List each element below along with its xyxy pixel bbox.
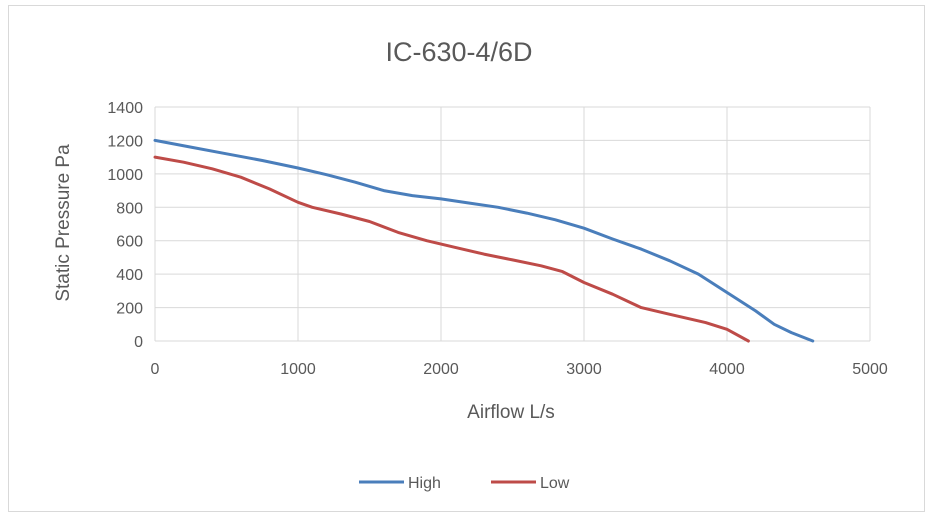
y-axis-title: Static Pressure Pa: [53, 144, 74, 302]
axis-ticks: 0 200 400 600 800 1000 1200 1400 0 1000 2000 3000 40…: [107, 100, 887, 378]
legend-label-low: Low: [540, 475, 570, 492]
x-tick-label: 0: [151, 361, 160, 378]
y-tick-label: 1200: [107, 133, 143, 150]
series-line-high: [153, 138, 815, 343]
chart-title: IC-630-4/6D: [385, 37, 532, 67]
x-tick-label: 4000: [709, 361, 745, 378]
y-tick-label: 1000: [107, 167, 143, 184]
legend: High Low: [359, 475, 570, 492]
y-tick-label: 1400: [107, 100, 143, 117]
series-line-low: [153, 155, 750, 343]
y-tick-label: 400: [116, 267, 143, 284]
series-lines: [153, 138, 815, 343]
grid-lines: [154, 106, 871, 342]
y-tick-label: 800: [116, 200, 143, 217]
legend-label-high: High: [408, 475, 441, 492]
x-tick-label: 5000: [852, 361, 888, 378]
x-tick-label: 1000: [280, 361, 316, 378]
line-chart: IC-630-4/6D 0 200 400 600 800 1000 1200 1400 0 10…: [53, 37, 888, 492]
x-tick-label: 2000: [423, 361, 459, 378]
x-tick-label: 3000: [566, 361, 602, 378]
chart-frame: IC-630-4/6D 0 200 400 600 800 1000 1200 1400 0 10…: [8, 5, 925, 512]
y-tick-label: 600: [116, 234, 143, 251]
x-axis-title: Airflow L/s: [467, 402, 555, 423]
y-tick-label: 200: [116, 301, 143, 318]
y-tick-label: 0: [134, 334, 143, 351]
